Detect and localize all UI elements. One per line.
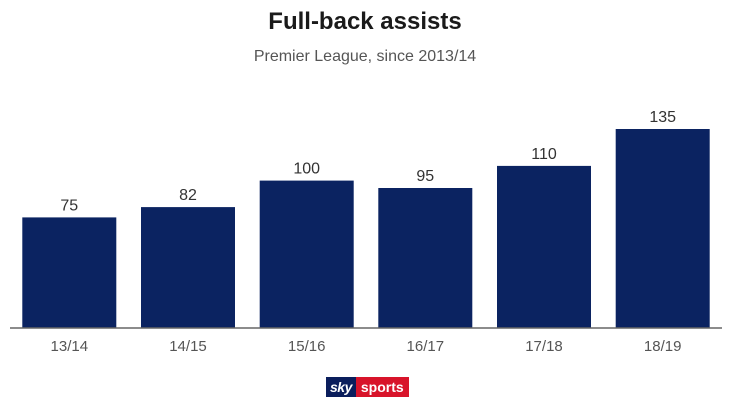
data-label: 100 bbox=[293, 161, 320, 178]
sky-sports-logo: sky sports bbox=[326, 377, 409, 397]
x-tick-label: 13/14 bbox=[51, 338, 89, 355]
bar-13-14 bbox=[22, 217, 117, 328]
bar-15-16 bbox=[259, 180, 354, 328]
data-label: 110 bbox=[531, 146, 557, 163]
data-label: 82 bbox=[179, 187, 197, 204]
data-label: 75 bbox=[60, 197, 78, 214]
bar-16-17 bbox=[378, 188, 473, 328]
logo-sports: sports bbox=[355, 377, 409, 397]
x-tick-label: 18/19 bbox=[644, 338, 682, 355]
x-tick-label: 16/17 bbox=[407, 338, 445, 355]
x-tick-label: 14/15 bbox=[169, 338, 207, 355]
chart-title: Full-back assists bbox=[268, 8, 462, 35]
data-label: 95 bbox=[416, 168, 434, 185]
x-tick-label: 15/16 bbox=[288, 338, 326, 355]
data-label: 135 bbox=[649, 109, 676, 126]
chart-subtitle: Premier League, since 2013/14 bbox=[253, 48, 477, 65]
x-tick-label: 17/18 bbox=[525, 338, 563, 355]
logo-sky: sky bbox=[326, 377, 356, 397]
bar-14-15 bbox=[141, 207, 235, 328]
bar-18-19 bbox=[615, 129, 710, 328]
bar-17-18 bbox=[497, 165, 591, 328]
